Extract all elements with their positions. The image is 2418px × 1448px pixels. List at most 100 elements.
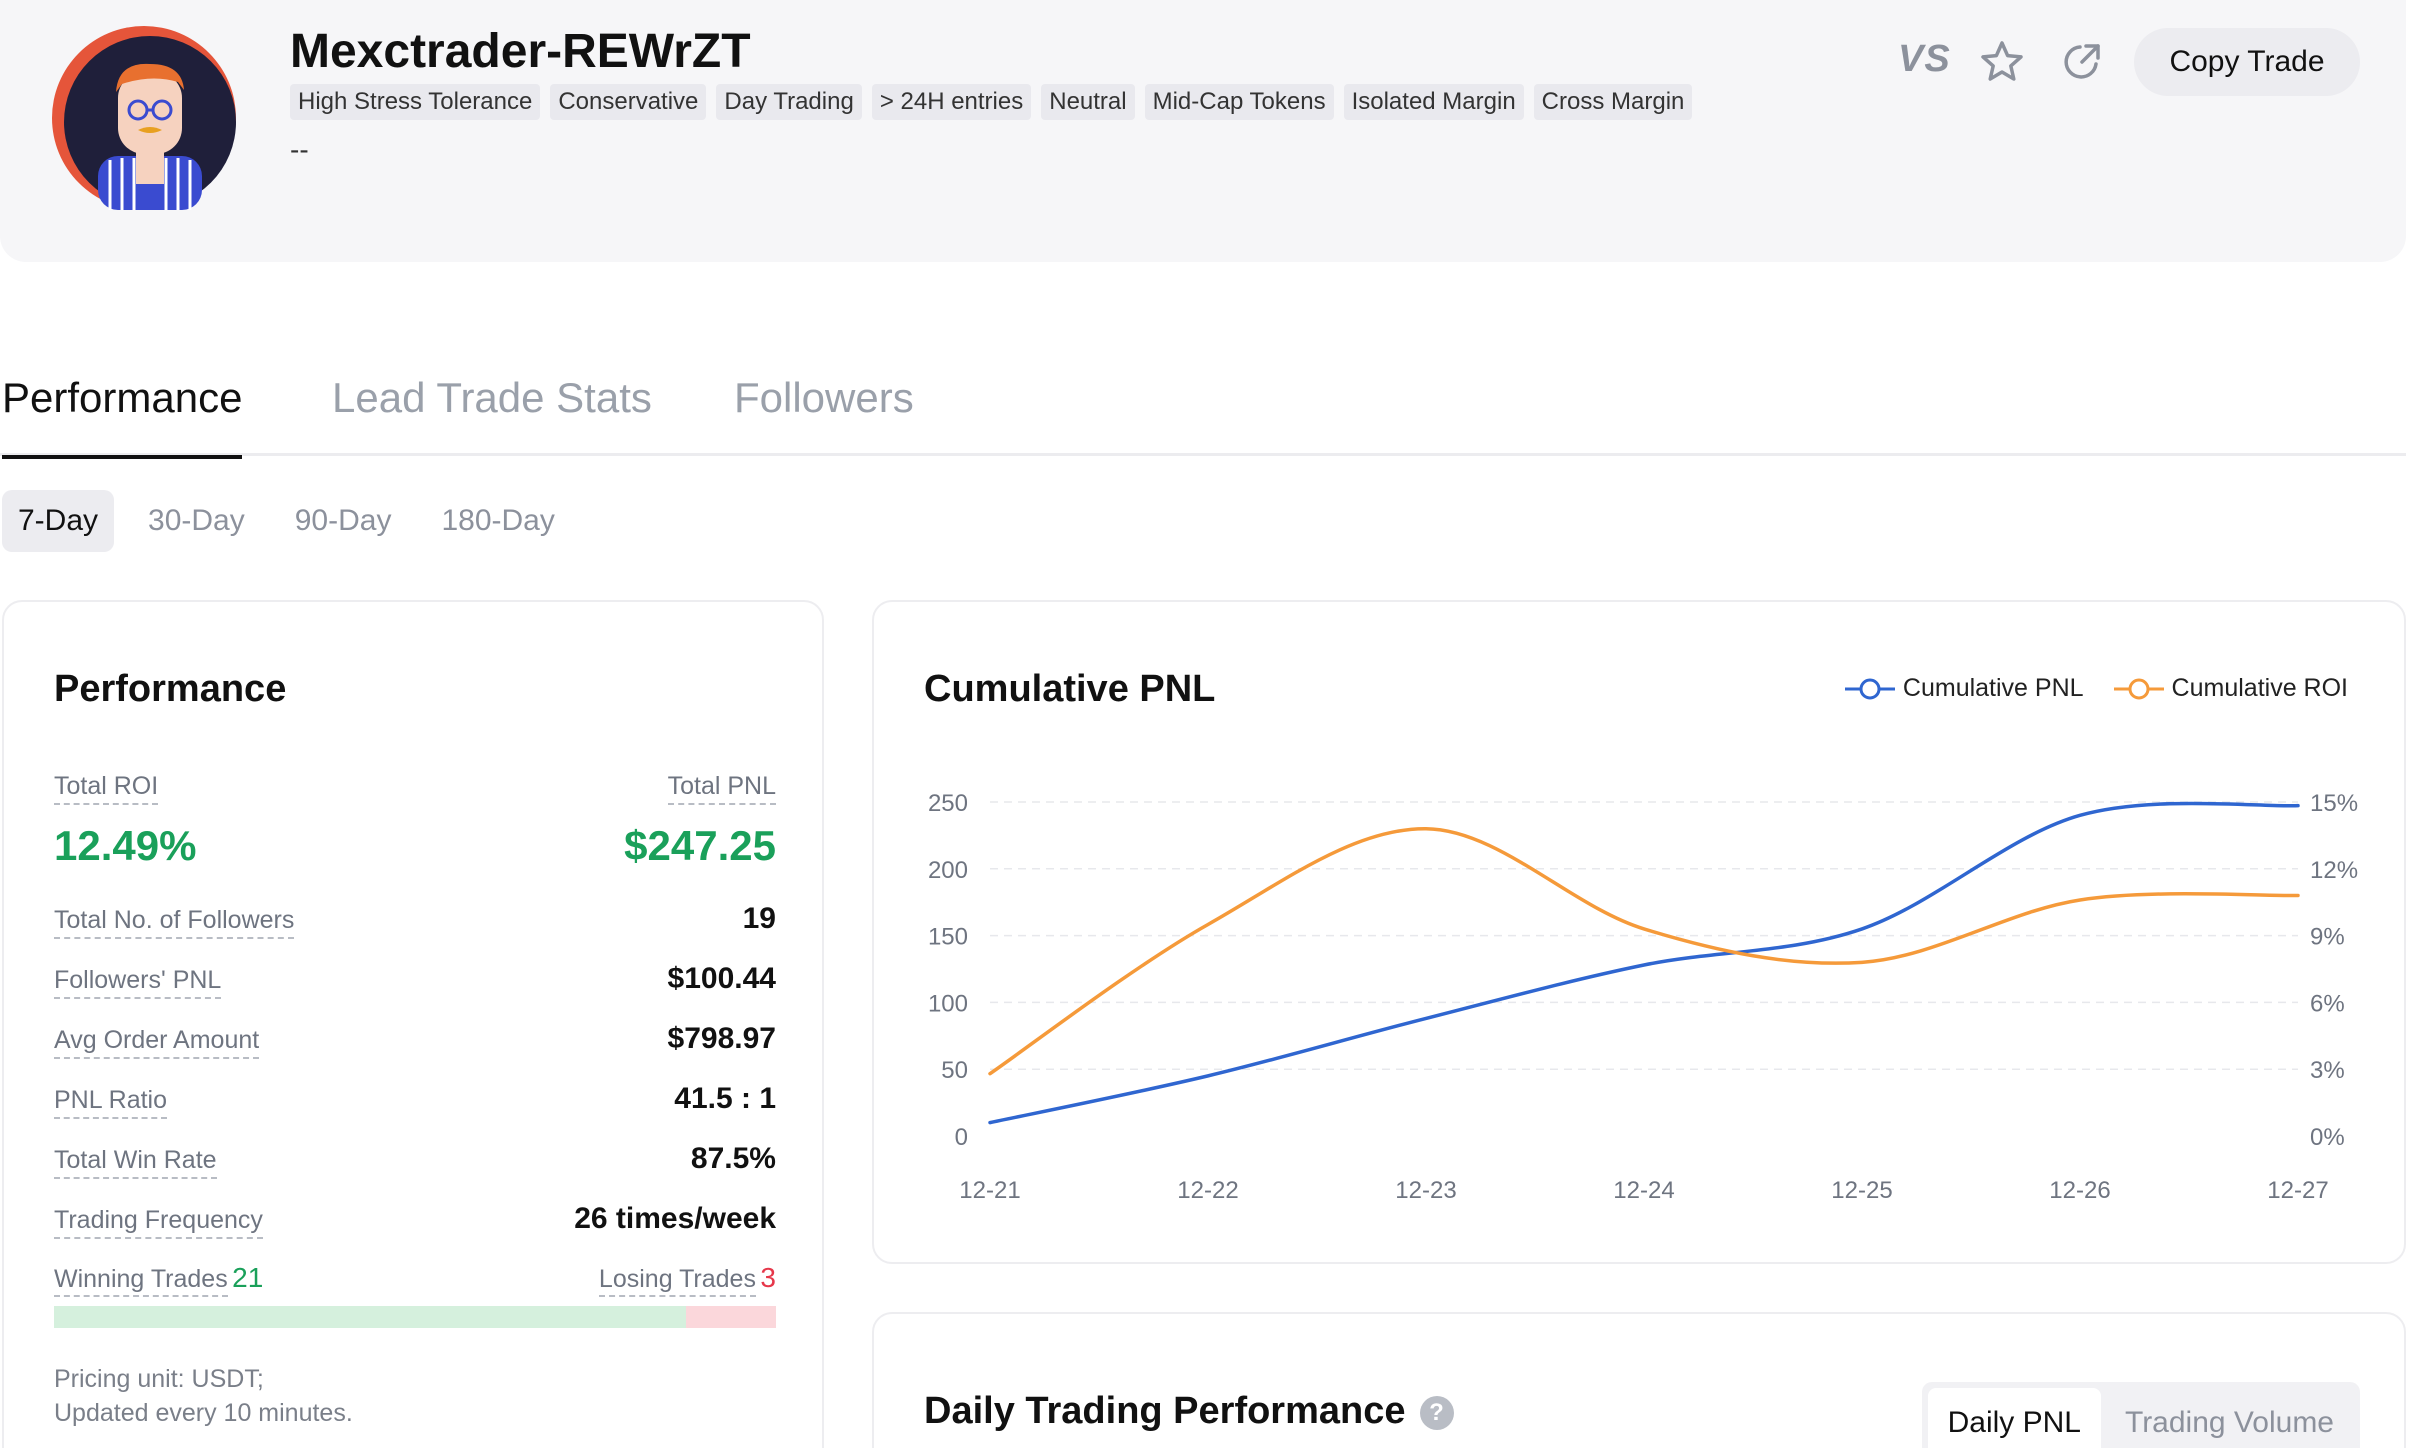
x-tick-label: 12-22 [1177,1177,1238,1204]
loss-bar-segment [685,1306,776,1328]
x-tick-label: 12-26 [2049,1177,2110,1204]
metric-value: $100.44 [667,962,776,995]
performance-card: Performance Total ROI Total PNL 12.49% $… [2,600,824,1448]
metric-label: Avg Order Amount [54,1026,260,1059]
daily-performance-card: Daily Trading Performance? Daily PNL Tra… [872,1312,2406,1448]
toggle-trading-volume[interactable]: Trading Volume [2124,1406,2334,1439]
trader-tag: Mid-Cap Tokens [1144,84,1334,120]
metric-value: 19 [742,902,776,935]
losing-trades-count: 3 [760,1262,776,1293]
metric-value: 26 times/week [574,1202,776,1235]
performance-title: Performance [54,668,287,710]
chart-legend: Cumulative PNL Cumulative ROI [1844,674,2348,703]
daily-toggle: Daily PNL Trading Volume [1921,1382,2360,1448]
y-right-tick-label: 0% [2310,1124,2345,1151]
copy-trade-button[interactable]: Copy Trade [2134,28,2360,96]
y-right-tick-label: 9% [2310,924,2345,951]
winning-trades: Winning Trades 21 [54,1262,264,1297]
total-roi-label: Total ROI [54,772,159,805]
trader-tag: Conservative [550,84,707,120]
period-30-day[interactable]: 30-Day [148,504,245,537]
trader-profile-header: Mexctrader-REWrZT High Stress Tolerance … [0,0,2406,262]
trader-bio: -- [290,134,309,165]
trader-tags: High Stress Tolerance Conservative Day T… [290,84,1693,120]
x-tick-label: 12-27 [2267,1177,2328,1204]
series-line-cumulative-pnl [988,801,2300,1125]
y-right-tick-label: 6% [2310,990,2345,1017]
trades-row: Winning Trades 21 Losing Trades 3 [54,1262,776,1297]
y-left-tick-label: 200 [928,857,968,884]
tab-lead-trade-stats[interactable]: Lead Trade Stats [332,374,652,421]
compare-vs-button[interactable]: VS [1898,38,1951,80]
tab-followers[interactable]: Followers [734,374,914,421]
legend-marker-roi [2113,678,2164,699]
win-bar-segment [54,1306,686,1328]
trader-tag: Cross Margin [1533,84,1693,120]
x-tick-label: 12-24 [1613,1177,1674,1204]
metric-label: PNL Ratio [54,1086,168,1119]
chart-title: Cumulative PNL [924,668,1216,710]
metric-row-pnl-ratio: PNL Ratio 41.5 : 1 [54,1082,776,1119]
metric-label: Total Win Rate [54,1146,217,1179]
y-left-tick-label: 100 [928,990,968,1017]
legend-marker-pnl [1844,678,1895,699]
series-line-cumulative-roi [988,826,2300,1076]
total-roi-value: 12.49% [54,822,197,869]
cumulative-pnl-card: Cumulative PNL Cumulative PNL Cumulative… [872,600,2406,1264]
period-90-day[interactable]: 90-Day [294,504,392,537]
metric-label: Trading Frequency [54,1206,263,1239]
period-180-day[interactable]: 180-Day [441,504,555,537]
total-pnl-label: Total PNL [667,772,776,805]
total-pnl-value: $247.25 [624,822,776,869]
y-right-tick-label: 15% [2310,790,2358,817]
trader-tag: Isolated Margin [1343,84,1524,120]
y-right-tick-label: 12% [2310,857,2358,884]
losing-trades-label: Losing Trades [598,1265,756,1297]
x-tick-label: 12-25 [1831,1177,1892,1204]
metric-label: Total No. of Followers [54,906,295,939]
note-line: Updated every 10 minutes. [54,1399,353,1427]
help-icon[interactable]: ? [1419,1395,1454,1430]
losing-trades: Losing Trades 3 [598,1262,776,1297]
legend-item[interactable]: Cumulative ROI [2113,674,2348,703]
winning-trades-label: Winning Trades [54,1265,228,1297]
x-tick-label: 12-23 [1395,1177,1456,1204]
toggle-daily-pnl[interactable]: Daily PNL [1927,1388,2101,1448]
daily-title-text: Daily Trading Performance [924,1390,1406,1432]
trader-tag: > 24H entries [871,84,1032,120]
y-right-tick-label: 3% [2310,1057,2345,1084]
period-7-day[interactable]: 7-Day [2,490,115,552]
daily-performance-title: Daily Trading Performance? [924,1390,1454,1433]
trader-tag: Day Trading [716,84,862,120]
metric-value: 87.5% [690,1142,776,1175]
metric-row-frequency: Trading Frequency 26 times/week [54,1202,776,1239]
metric-row-followers: Total No. of Followers 19 [54,902,776,939]
cumulative-pnl-chart: 0 0% 50 3% 100 6% 150 9% 200 12% 250 15% 12-21 12-22 1… [928,790,2358,1204]
trader-avatar [52,26,236,210]
x-tick-label: 12-21 [959,1177,1020,1204]
tab-performance[interactable]: Performance [2,364,243,459]
trader-tag: High Stress Tolerance [290,84,541,120]
winning-trades-count: 21 [232,1262,264,1293]
period-selector: 7-Day 30-Day 90-Day 180-Day [2,490,571,552]
roi-pnl-labels: Total ROI Total PNL [54,772,776,805]
legend-label: Cumulative ROI [2171,674,2348,702]
metric-row-followers-pnl: Followers' PNL $100.44 [54,962,776,999]
pricing-note: Pricing unit: USDT; Updated every 10 min… [54,1362,353,1430]
metric-row-avg-order: Avg Order Amount $798.97 [54,1022,776,1059]
note-line: Pricing unit: USDT; [54,1365,264,1393]
trader-name: Mexctrader-REWrZT [290,25,751,78]
main-tabs: Performance Lead Trade Stats Followers [0,364,2406,459]
legend-item[interactable]: Cumulative PNL [1844,674,2084,703]
roi-pnl-values: 12.49% $247.25 [54,822,776,870]
win-loss-bar [54,1306,776,1328]
y-left-tick-label: 50 [941,1057,968,1084]
legend-label: Cumulative PNL [1902,674,2084,702]
trader-tag: Neutral [1041,84,1135,120]
y-left-tick-label: 0 [955,1124,968,1151]
y-left-tick-label: 250 [928,790,968,817]
metric-row-win-rate: Total Win Rate 87.5% [54,1142,776,1179]
star-icon[interactable] [1978,38,2026,86]
share-icon[interactable] [2058,38,2106,86]
metric-value: $798.97 [667,1022,776,1055]
